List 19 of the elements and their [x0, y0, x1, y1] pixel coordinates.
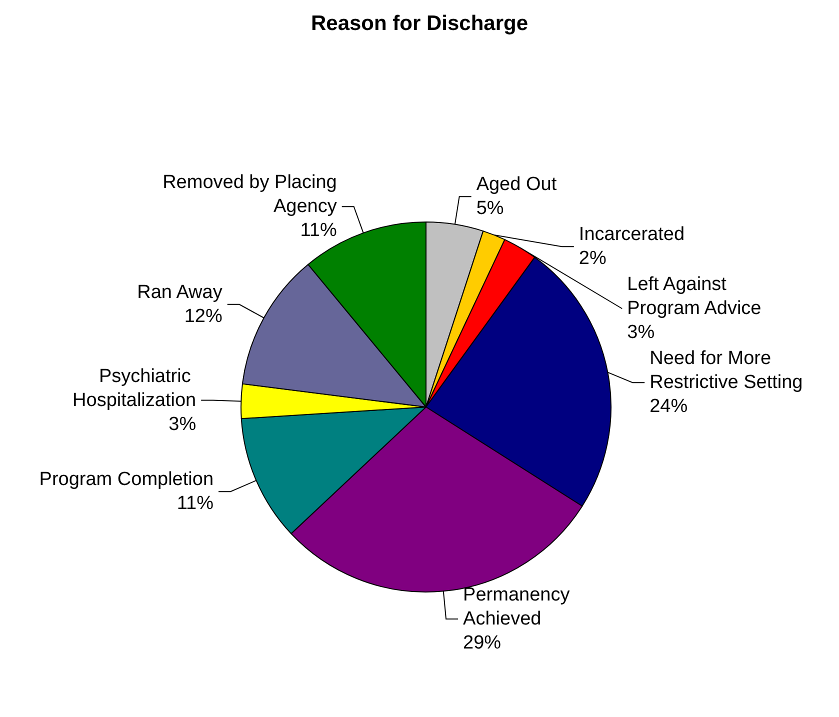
slice-label: Aged Out	[476, 174, 558, 196]
slice-label: Left Against Program Advice	[627, 274, 762, 320]
slice-label: Permanency Achieved	[463, 584, 575, 630]
slice-label: Need for More Restrictive Setting	[650, 348, 803, 394]
data-label: 12%	[184, 306, 222, 327]
data-label: 3%	[627, 322, 655, 344]
data-label: 29%	[463, 632, 502, 654]
slice-label: Psychiatric Hospitalization	[72, 366, 196, 411]
slice-label: Removed by Placing Agency	[162, 172, 338, 218]
data-label: 2%	[578, 248, 606, 270]
data-label: 11%	[176, 493, 214, 514]
slice-label: Program Completion	[39, 469, 214, 490]
chart-title: Reason for Discharge	[310, 12, 528, 35]
data-label: 24%	[650, 396, 688, 418]
data-label: 3%	[168, 414, 196, 435]
data-label: 11%	[300, 220, 337, 242]
slice-label: Incarcerated	[578, 224, 685, 246]
data-label: 5%	[476, 198, 504, 220]
slice-label: Ran Away	[137, 282, 223, 303]
